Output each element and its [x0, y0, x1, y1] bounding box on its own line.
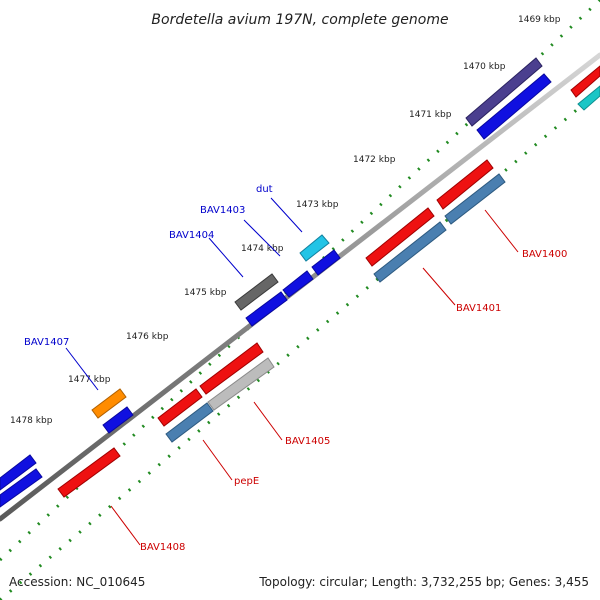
gene-label-bav1404[interactable]: BAV1404: [169, 230, 214, 241]
tick-label: 1470 kbp: [463, 62, 506, 72]
gene-feature-blue[interactable]: [282, 270, 314, 298]
tick-label: 1469 kbp: [518, 15, 561, 25]
gene-label-bav1401[interactable]: BAV1401: [456, 303, 501, 314]
gene-label-bav1405[interactable]: BAV1405: [285, 436, 330, 447]
tick-label: 1473 kbp: [296, 200, 339, 210]
gene-feature-orange[interactable]: [91, 388, 127, 419]
tick-track-reverse: [0, 88, 600, 600]
gene-feature-blue[interactable]: [311, 249, 341, 276]
label-leaders: [65, 197, 519, 546]
gene-feature-slate[interactable]: [465, 57, 543, 127]
gene-feature-teal[interactable]: [577, 85, 600, 111]
tick-label: 1477 kbp: [68, 375, 111, 385]
genome-summary-text: Topology: circular; Length: 3,732,255 bp…: [258, 575, 589, 589]
gene-features: [0, 57, 600, 508]
gene-feature-steelblue[interactable]: [165, 402, 214, 443]
gene-label-bav1403[interactable]: BAV1403: [200, 205, 245, 216]
gene-feature-blue[interactable]: [0, 468, 43, 508]
gene-feature-gray[interactable]: [234, 273, 279, 311]
gene-label-bav1400[interactable]: BAV1400: [522, 249, 567, 260]
leader-line: [110, 505, 141, 546]
gene-feature-steelblue[interactable]: [444, 173, 506, 225]
gene-feature-blue[interactable]: [245, 291, 288, 327]
map-title: Bordetella avium 197N, complete genome: [151, 12, 448, 28]
gene-feature-red[interactable]: [199, 342, 264, 395]
gene-feature-red[interactable]: [57, 447, 121, 498]
gene-label-pepe[interactable]: pepE: [234, 476, 259, 487]
tick-label: 1475 kbp: [184, 288, 227, 298]
gene-feature-red[interactable]: [570, 65, 600, 98]
gene-label-dut[interactable]: dut: [256, 184, 273, 195]
tick-labels: 1469 kbp 1470 kbp 1471 kbp 1472 kbp 1473…: [10, 15, 561, 426]
accession-text: Accession: NC_010645: [9, 575, 145, 589]
gene-feature-blue[interactable]: [102, 406, 134, 434]
tick-label: 1474 kbp: [241, 244, 284, 254]
gene-feature-blue[interactable]: [0, 454, 37, 491]
leader-line: [65, 347, 99, 391]
leader-line: [243, 219, 281, 257]
gene-feature-red[interactable]: [157, 388, 203, 427]
leader-line: [253, 401, 283, 441]
leader-line: [422, 267, 456, 306]
gene-feature-cyan[interactable]: [299, 234, 330, 262]
leader-line: [484, 209, 519, 253]
gene-feature-blue[interactable]: [476, 73, 552, 140]
gene-feature-red[interactable]: [436, 159, 494, 210]
leader-line: [202, 439, 233, 481]
leader-line: [270, 197, 303, 233]
gene-feature-red[interactable]: [365, 207, 435, 267]
gene-label-bav1407[interactable]: BAV1407: [24, 337, 69, 348]
leader-line: [208, 237, 244, 278]
tick-label: 1478 kbp: [10, 416, 53, 426]
tick-label: 1472 kbp: [353, 155, 396, 165]
gene-feature-steelblue[interactable]: [373, 221, 447, 283]
tick-label: 1471 kbp: [409, 110, 452, 120]
gene-feature-lightgray[interactable]: [207, 357, 275, 411]
gene-label-bav1408[interactable]: BAV1408: [140, 542, 185, 553]
gene-labels: dut BAV1403 BAV1404 BAV1407 BAV1400 BAV1…: [24, 184, 567, 553]
tick-label: 1476 kbp: [126, 332, 169, 342]
